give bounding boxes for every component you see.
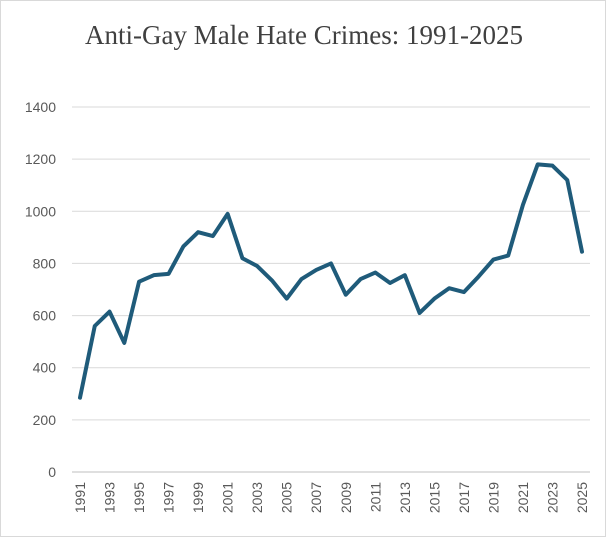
y-axis-tick-labels: 0 200 400 600 800 1000 1200 1400 bbox=[25, 99, 56, 480]
chart-title: Anti-Gay Male Hate Crimes: 1991-2025 bbox=[0, 18, 608, 52]
x-tick-label: 2007 bbox=[308, 482, 324, 513]
x-tick-label: 1991 bbox=[72, 482, 88, 513]
series-lines bbox=[78, 162, 584, 400]
x-tick-label: 2017 bbox=[456, 482, 472, 513]
x-tick-label: 2019 bbox=[485, 482, 501, 513]
x-tick-label: 1999 bbox=[190, 482, 206, 513]
x-tick-label: 2005 bbox=[279, 482, 295, 513]
x-tick-label: 2011 bbox=[367, 482, 383, 512]
y-tick-label: 0 bbox=[48, 464, 56, 480]
y-tick-label: 400 bbox=[33, 360, 57, 376]
y-tick-label: 800 bbox=[33, 255, 57, 271]
series-line bbox=[78, 162, 584, 400]
x-tick-label: 1995 bbox=[131, 482, 147, 513]
y-tick-label: 1200 bbox=[25, 151, 56, 167]
x-tick-label: 2025 bbox=[574, 482, 590, 513]
x-axis-tick-labels: 1991 1993 1995 1997 1999 2001 2003 2005 2007 2009… bbox=[72, 482, 590, 513]
x-tick-label: 2013 bbox=[397, 482, 413, 513]
x-tick-label: 2009 bbox=[338, 482, 354, 513]
x-tick-label: 2023 bbox=[544, 482, 560, 513]
y-tick-label: 1400 bbox=[25, 99, 56, 115]
x-tick-label: 2001 bbox=[220, 482, 236, 513]
x-tick-label: 2003 bbox=[249, 482, 265, 513]
x-tick-label: 2015 bbox=[426, 482, 442, 513]
x-tick-label: 1997 bbox=[161, 482, 177, 513]
y-tick-label: 1000 bbox=[25, 203, 56, 219]
x-tick-label: 1993 bbox=[102, 482, 118, 513]
y-tick-label: 200 bbox=[33, 412, 57, 428]
y-tick-label: 600 bbox=[33, 308, 57, 324]
chart-title-text: Anti-Gay Male Hate Crimes: 1991-2025 bbox=[85, 20, 523, 50]
gridlines bbox=[72, 106, 590, 473]
x-tick-label: 2021 bbox=[515, 482, 531, 513]
